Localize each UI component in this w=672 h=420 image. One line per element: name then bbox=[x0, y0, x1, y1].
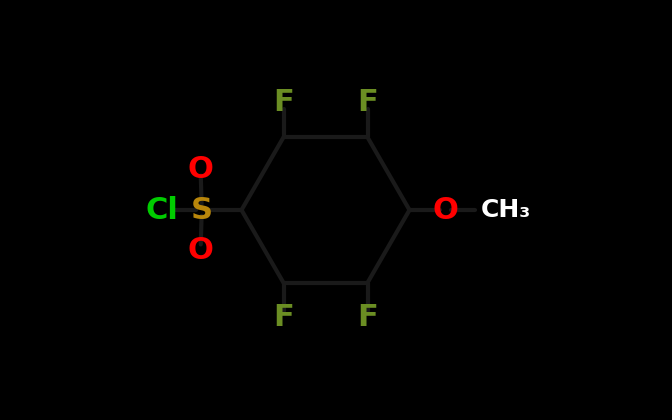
Text: F: F bbox=[357, 303, 378, 332]
Text: F: F bbox=[357, 88, 378, 117]
Text: F: F bbox=[273, 88, 294, 117]
Text: O: O bbox=[432, 195, 458, 225]
Text: O: O bbox=[187, 236, 214, 265]
Text: CH₃: CH₃ bbox=[480, 198, 531, 222]
Text: S: S bbox=[191, 195, 212, 225]
Text: Cl: Cl bbox=[145, 195, 178, 225]
Text: O: O bbox=[187, 155, 214, 184]
Text: F: F bbox=[273, 303, 294, 332]
